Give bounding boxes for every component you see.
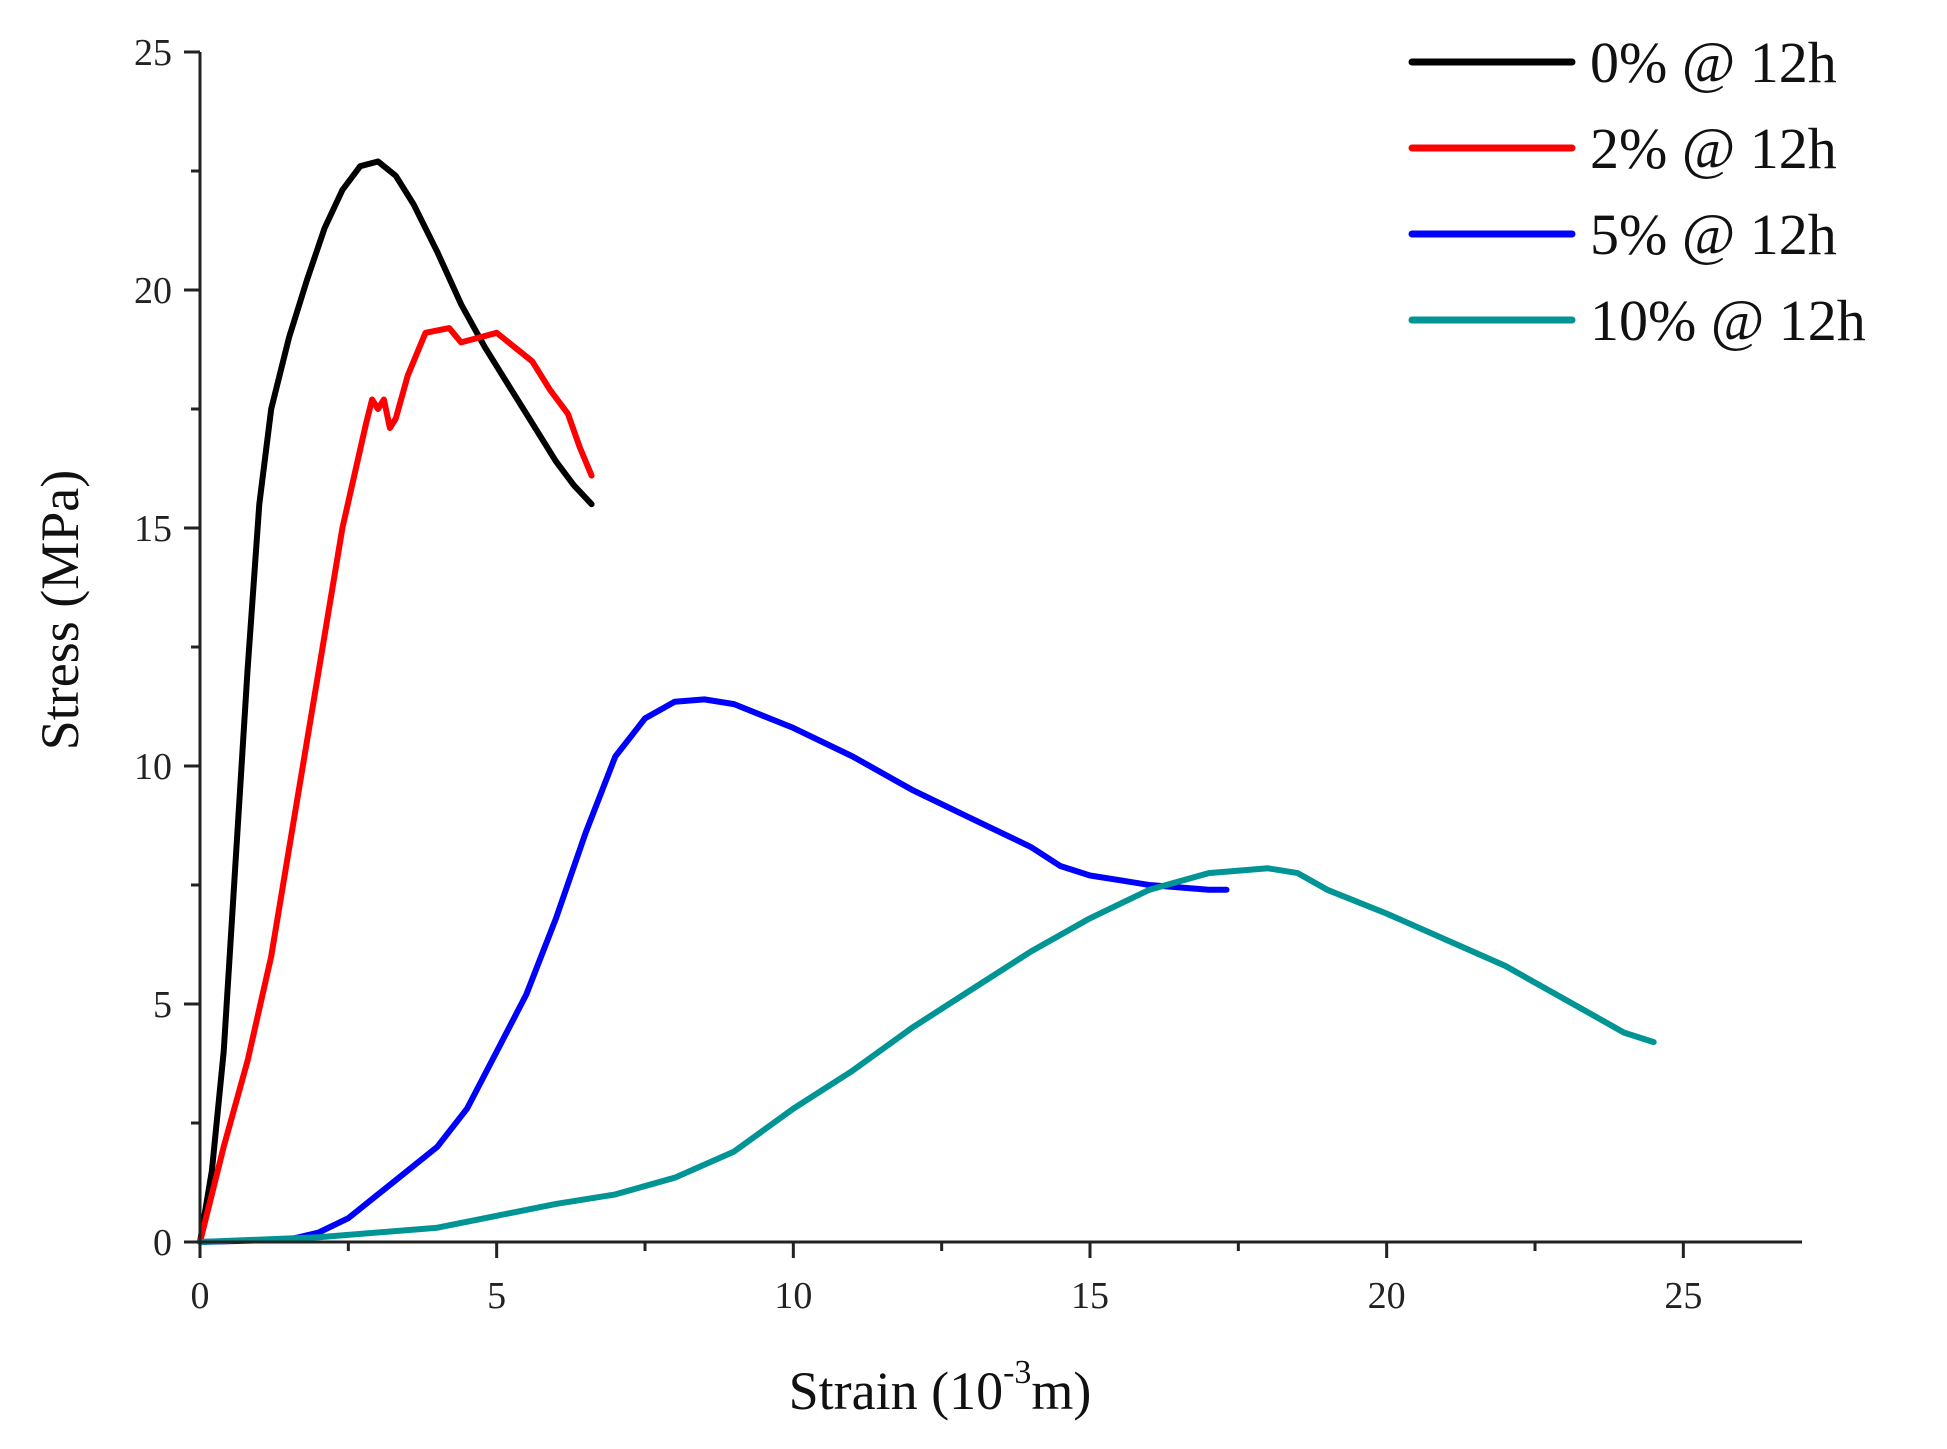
x-tick-label: 0 bbox=[191, 1275, 210, 1317]
x-axis-title: Strain (10-3m) bbox=[789, 1354, 1092, 1421]
legend-label: 0% @ 12h bbox=[1590, 30, 1837, 95]
y-tick-label: 15 bbox=[134, 508, 172, 550]
y-axis-title: Stress (MPa) bbox=[30, 470, 90, 751]
x-tick-label: 10 bbox=[774, 1275, 812, 1317]
y-tick-label: 10 bbox=[134, 746, 172, 788]
series-line-4 bbox=[197, 865, 1657, 1245]
y-tick-label: 20 bbox=[134, 270, 172, 312]
series-line-1 bbox=[197, 158, 595, 1245]
x-axis-title-suffix: m) bbox=[1031, 1361, 1091, 1421]
series-line-3 bbox=[197, 696, 1230, 1245]
legend-label: 10% @ 12h bbox=[1590, 288, 1866, 353]
x-axis-title-main: Strain (10 bbox=[789, 1361, 1003, 1421]
y-tick-label: 0 bbox=[153, 1222, 172, 1264]
x-tick-label: 25 bbox=[1664, 1275, 1702, 1317]
legend: 0% @ 12h 2% @ 12h 5% @ 12h 10% @ 12h bbox=[1408, 30, 1866, 353]
y-ticks: 0 5 10 15 20 25 bbox=[134, 32, 200, 1264]
y-tick-label: 5 bbox=[153, 984, 172, 1026]
legend-label: 2% @ 12h bbox=[1590, 116, 1837, 181]
x-tick-label: 5 bbox=[487, 1275, 506, 1317]
series-line-2 bbox=[197, 325, 595, 1245]
y-tick-label: 25 bbox=[134, 32, 172, 74]
series-layer bbox=[197, 158, 1657, 1245]
x-tick-label: 20 bbox=[1368, 1275, 1406, 1317]
x-tick-label: 15 bbox=[1071, 1275, 1109, 1317]
legend-label: 5% @ 12h bbox=[1590, 202, 1837, 267]
x-ticks: 0 5 10 15 20 25 bbox=[191, 1242, 1702, 1317]
x-axis-title-sup: -3 bbox=[1003, 1354, 1031, 1391]
